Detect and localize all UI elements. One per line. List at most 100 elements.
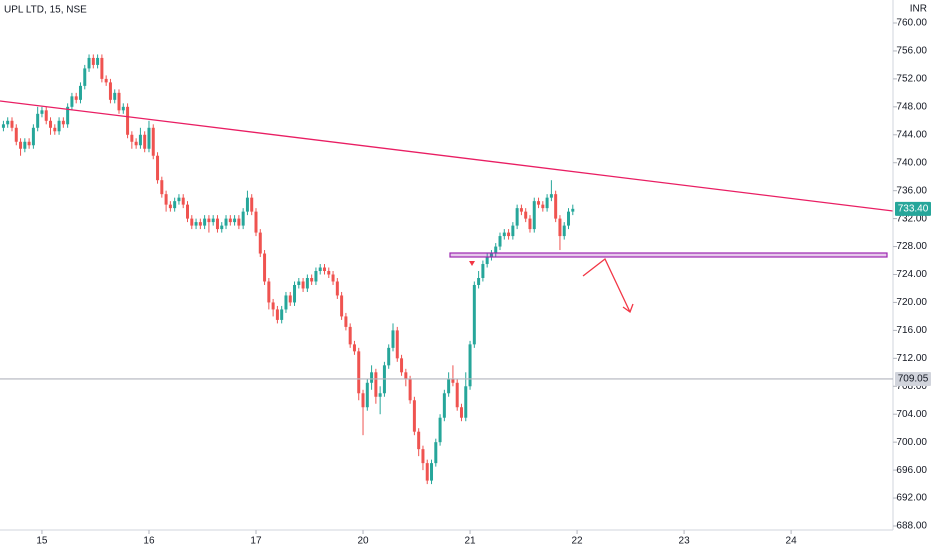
candle-body [293, 284, 297, 303]
candle-body [258, 232, 262, 254]
candle-body [378, 393, 382, 397]
candle-body [545, 197, 549, 209]
candle-body [61, 120, 65, 125]
candle-body [417, 431, 421, 450]
candle-body [74, 96, 78, 100]
marker [469, 261, 475, 266]
candle-body [310, 277, 314, 282]
candle-body [250, 197, 254, 212]
candle-body [537, 201, 541, 205]
candle-body [391, 330, 395, 348]
last-price-box [895, 201, 931, 216]
candle-body [14, 127, 18, 142]
candle-body [472, 284, 476, 345]
currency-label: INR [910, 4, 927, 15]
candle-body [57, 120, 61, 132]
candle-body [558, 218, 562, 237]
candle-body [40, 110, 44, 114]
candle-body [498, 236, 502, 247]
candle-body [511, 225, 515, 237]
candle-body [541, 204, 545, 209]
candle-body [430, 463, 434, 481]
x-tick-label: 22 [572, 536, 584, 547]
candle-body [571, 208, 575, 212]
candle-body [245, 197, 249, 212]
candle-body [168, 204, 172, 209]
x-tick-label: 20 [357, 536, 369, 547]
candle-body [143, 134, 147, 149]
candle-body [280, 309, 284, 320]
candle-body [425, 463, 429, 481]
candle-body [318, 267, 322, 272]
candle-body [224, 218, 228, 226]
candle-body [357, 351, 361, 394]
candle-body [151, 127, 155, 156]
candle-body [507, 232, 511, 237]
candle-body [481, 264, 485, 278]
candle-body [49, 120, 53, 128]
candle-body [502, 232, 506, 237]
candle-body [288, 295, 292, 303]
price-label-box [895, 371, 931, 386]
y-tick-label: 692.00 [896, 493, 927, 504]
candle-body [241, 211, 245, 226]
candle-body [10, 120, 14, 128]
candle-body [331, 274, 335, 282]
y-tick-label: 712.00 [896, 353, 927, 364]
candle-body [194, 222, 198, 226]
candle-body [340, 295, 344, 317]
x-tick-label: 15 [36, 536, 48, 547]
candle-body [23, 141, 27, 149]
y-tick-label: 736.00 [896, 185, 927, 196]
candle-body [113, 92, 117, 100]
x-tick-label: 16 [143, 536, 155, 547]
candle-body [477, 277, 481, 285]
candle-body [164, 194, 168, 205]
arrow-head [622, 303, 634, 314]
candle-body [207, 218, 211, 223]
y-tick-label: 708.00 [896, 381, 927, 392]
candle-body [263, 253, 267, 282]
candle-body [322, 267, 326, 272]
candle-body [421, 449, 425, 464]
candle-body [434, 442, 438, 464]
candle-body [173, 201, 177, 209]
candle-body [36, 113, 40, 128]
candle-body [53, 127, 57, 132]
candle-body [6, 120, 10, 125]
candle-body [160, 180, 164, 195]
trend-line [0, 100, 894, 212]
candle-body [203, 218, 207, 226]
y-tick-label: 748.00 [896, 101, 927, 112]
candle-body [344, 316, 348, 327]
candle-body [374, 372, 378, 397]
candle-body [44, 110, 48, 121]
candle-body [83, 68, 87, 86]
candle-body [284, 295, 288, 310]
candle-body [361, 393, 365, 408]
candle-body [485, 257, 489, 265]
candle-body [228, 218, 232, 223]
support-zone [449, 252, 888, 258]
candle-body [271, 302, 275, 310]
y-tick-label: 744.00 [896, 129, 927, 140]
candle-body [327, 271, 331, 275]
candle-body [404, 372, 408, 380]
candle-body [387, 347, 391, 366]
candle-body [177, 197, 181, 202]
candle-body [215, 218, 219, 230]
candle-body [335, 281, 339, 296]
y-tick-label: 756.00 [896, 46, 927, 57]
candle-body [301, 281, 305, 289]
candle-body [211, 218, 215, 223]
candle-body [156, 155, 160, 181]
candle-body [348, 326, 352, 345]
candle-body [275, 309, 279, 320]
candle-body [408, 379, 412, 401]
candle-body [66, 106, 70, 125]
candle-body [528, 218, 532, 230]
y-tick-label: 740.00 [896, 157, 927, 168]
candle-body [519, 208, 523, 212]
